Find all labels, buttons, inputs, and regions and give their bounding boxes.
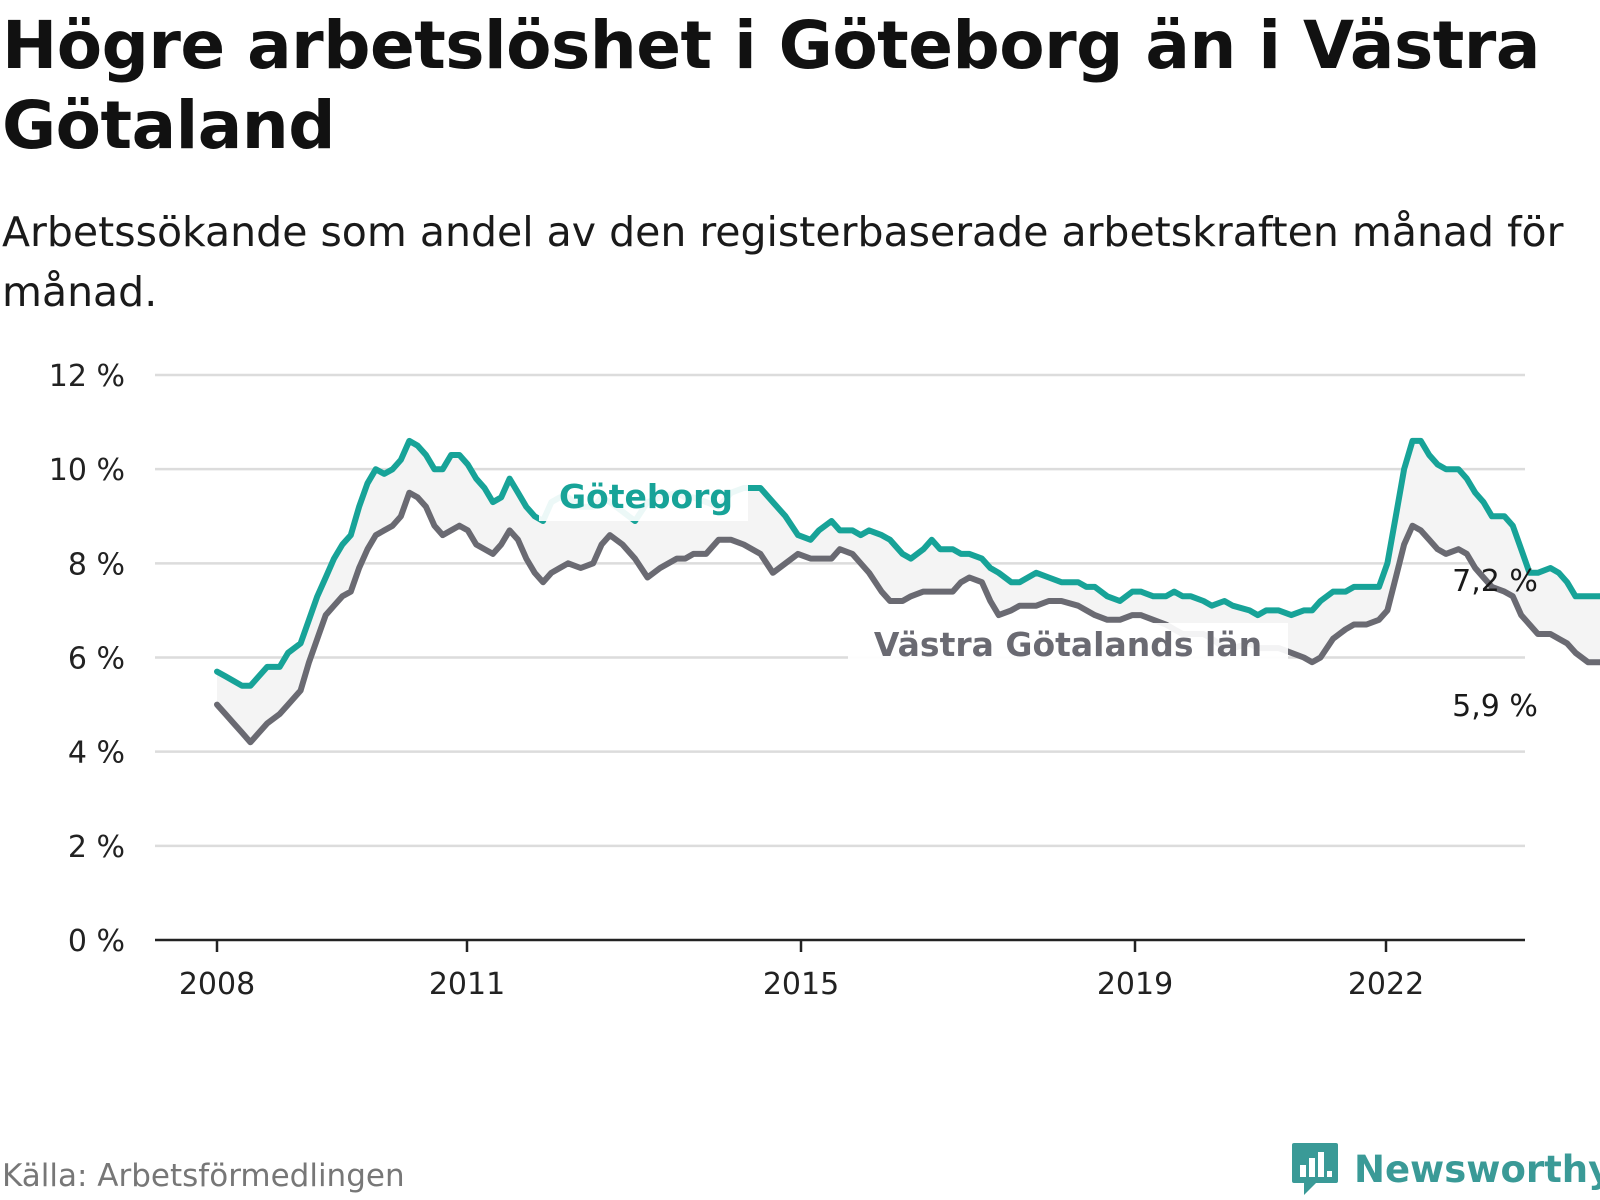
- end-value-vastra-gotalands-lan: 5,9 %: [1452, 689, 1538, 724]
- y-tick-label: 2 %: [68, 830, 125, 865]
- series-label-vastra-gotalands-lan: Västra Götalands län: [874, 625, 1262, 664]
- end-value-goteborg: 7,2 %: [1452, 564, 1538, 599]
- y-tick-label: 0 %: [68, 924, 125, 959]
- series-line-vastra-gotalands-lan: [214, 489, 1600, 746]
- y-tick-label: 4 %: [68, 736, 125, 771]
- x-tick-label: 2022: [1348, 967, 1424, 1002]
- label-bg-vastra: [848, 623, 1288, 669]
- y-tick-label: 12 %: [49, 359, 125, 394]
- brand-logo: Newsworthy: [1290, 1140, 1600, 1198]
- newsworthy-logo-icon: [1292, 1143, 1338, 1195]
- y-tick-label: 10 %: [49, 453, 125, 488]
- x-tick-label: 2015: [763, 967, 839, 1002]
- y-tick-label: 6 %: [68, 642, 125, 677]
- x-tick-label: 2008: [179, 967, 255, 1002]
- brand-name: Newsworthy: [1354, 1147, 1600, 1191]
- axes: 0 % 2 % 4 % 6 % 8 % 10 % 12 % 2008 2011 2015 2019 2…: [49, 359, 1525, 1002]
- grid-lines: [155, 373, 1525, 848]
- source-note: Källa: Arbetsförmedlingen: [2, 1158, 405, 1194]
- y-tick-label: 8 %: [68, 547, 125, 582]
- label-bg-goteborg: [539, 475, 748, 521]
- line-chart: 0 % 2 % 4 % 6 % 8 % 10 % 12 % 2008 2011 2015 2019 2…: [49, 359, 1600, 1002]
- x-tick-label: 2011: [429, 967, 505, 1002]
- series-label-goteborg: Göteborg: [559, 477, 733, 516]
- x-tick-label: 2019: [1097, 967, 1173, 1002]
- chart-subtitle: Arbetssökande som andel av den registerb…: [2, 208, 1564, 316]
- chart-title: Högre arbetslöshet i Göteborg än i Västr…: [2, 7, 1540, 164]
- series-line-goteborg: [214, 437, 1600, 689]
